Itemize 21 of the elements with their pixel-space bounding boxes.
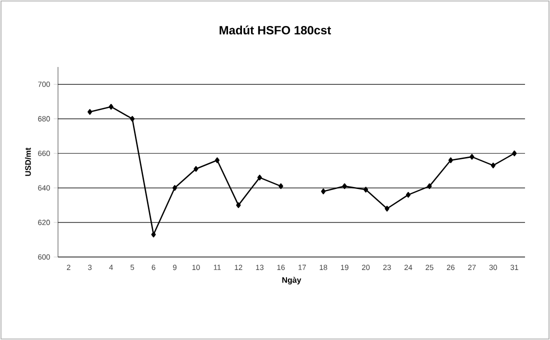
point [406,192,411,198]
point [194,166,198,172]
point [151,232,156,238]
point [384,206,390,212]
point [490,162,496,168]
point [172,185,178,191]
chart-title: Madút HSFO 180cst [220,26,331,34]
point [448,157,454,164]
point [427,183,432,190]
point [278,183,284,190]
point [257,174,262,180]
point [364,186,368,192]
point [342,183,347,190]
point [130,116,135,122]
point [214,157,220,164]
point [321,188,326,194]
point [88,109,92,115]
point [236,202,241,208]
point [512,150,517,156]
point [470,154,474,160]
point [108,104,114,110]
